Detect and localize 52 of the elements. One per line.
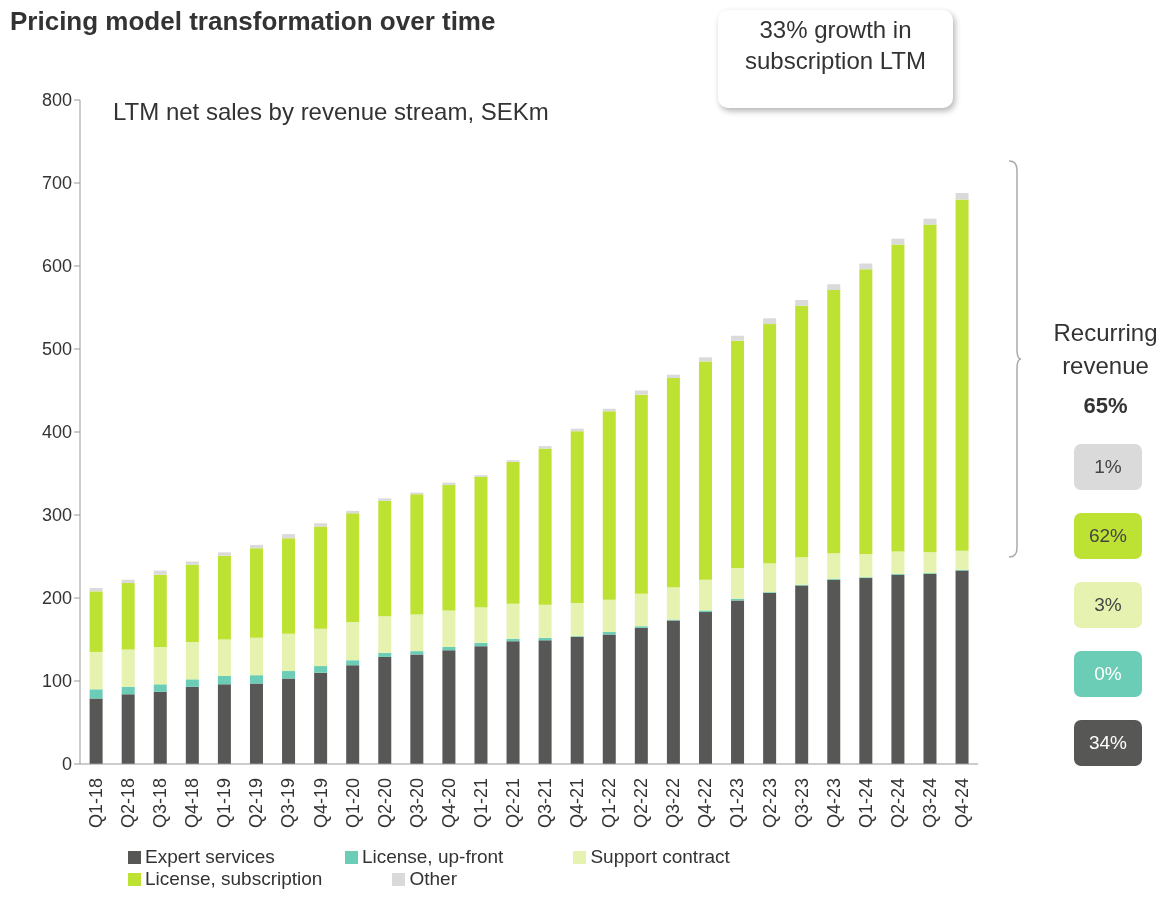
x-tick-label: Q3-19 bbox=[278, 778, 299, 829]
chart-subtitle: LTM net sales by revenue stream, SEKm bbox=[113, 98, 549, 126]
text: 62% bbox=[1074, 513, 1142, 559]
legend-label: License, subscription bbox=[145, 868, 323, 889]
legend-label: Other bbox=[409, 868, 457, 889]
x-tick-label: Q4-22 bbox=[695, 778, 716, 829]
legend-label: Expert services bbox=[145, 846, 275, 867]
text: 3% bbox=[1074, 582, 1142, 628]
text: 65% bbox=[1082, 393, 1129, 419]
x-tick-label: Q1-23 bbox=[727, 778, 748, 829]
text: 34% bbox=[1074, 720, 1142, 766]
x-tick-label: Q1-20 bbox=[342, 778, 363, 829]
x-tick-label: Q2-19 bbox=[246, 778, 267, 829]
x-tick-label: Q4-24 bbox=[951, 778, 972, 829]
x-tick-label: Q2-22 bbox=[631, 778, 652, 829]
y-tick-label: 200 bbox=[41, 588, 72, 609]
y-tick-label: 100 bbox=[41, 671, 72, 692]
text: 1% bbox=[1074, 444, 1142, 490]
x-tick-label: Q1-22 bbox=[599, 778, 620, 829]
x-tick-label: Q1-18 bbox=[86, 778, 107, 829]
y-tick-label: 300 bbox=[41, 505, 72, 526]
y-tick-label: 800 bbox=[41, 90, 72, 111]
x-tick-label: Q2-20 bbox=[374, 778, 395, 829]
x-tick-label: Q1-21 bbox=[470, 778, 491, 829]
text: 0% bbox=[1074, 651, 1142, 697]
x-tick-label: Q3-21 bbox=[535, 778, 556, 829]
text: 33% growth in subscription LTM bbox=[718, 10, 953, 108]
x-tick-label: Q4-18 bbox=[182, 778, 203, 829]
x-tick-label: Q2-23 bbox=[759, 778, 780, 829]
x-tick-label: Q2-21 bbox=[502, 778, 523, 829]
x-tick-label: Q4-21 bbox=[567, 778, 588, 829]
y-tick-label: 400 bbox=[41, 422, 72, 443]
legend-label: License, up-front bbox=[361, 846, 504, 867]
y-tick-label: 700 bbox=[41, 173, 72, 194]
x-tick-label: Q3-24 bbox=[919, 778, 940, 829]
x-tick-label: Q3-20 bbox=[406, 778, 427, 829]
text: Recurring revenue bbox=[1052, 318, 1159, 381]
y-tick-label: 0 bbox=[61, 754, 72, 775]
x-tick-label: Q2-24 bbox=[887, 778, 908, 829]
x-tick-label: Q4-19 bbox=[310, 778, 331, 829]
y-tick-label: 600 bbox=[41, 256, 72, 277]
chart-title: Pricing model transformation over time bbox=[10, 6, 496, 37]
x-tick-label: Q4-23 bbox=[823, 778, 844, 829]
x-tick-label: Q3-23 bbox=[791, 778, 812, 829]
x-tick-label: Q2-18 bbox=[118, 778, 139, 829]
x-tick-label: Q4-20 bbox=[438, 778, 459, 829]
x-tick-label: Q1-19 bbox=[214, 778, 235, 829]
x-tick-label: Q1-24 bbox=[855, 778, 876, 829]
legend-label: Support contract bbox=[590, 846, 730, 867]
y-tick-label: 500 bbox=[41, 339, 72, 360]
x-tick-label: Q3-22 bbox=[663, 778, 684, 829]
x-tick-label: Q3-18 bbox=[150, 778, 171, 829]
